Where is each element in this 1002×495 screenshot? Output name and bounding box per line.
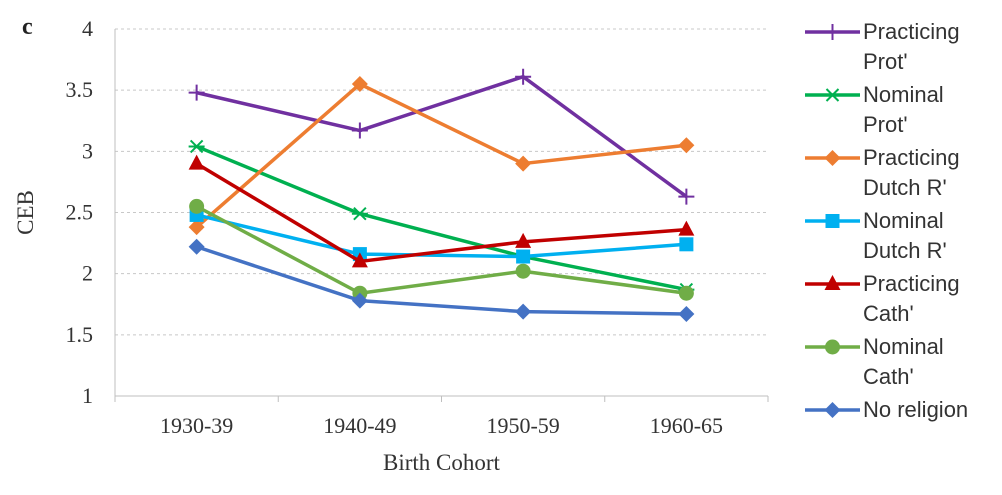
y-tick-label: 1 xyxy=(82,383,93,408)
data-point-nominal-cath xyxy=(678,285,694,301)
data-point-no-religion xyxy=(351,292,368,309)
legend-marker-practicing-cath xyxy=(824,275,841,290)
legend-label: Dutch R' xyxy=(863,238,947,263)
data-point-nominal-prot xyxy=(351,207,368,221)
legend-marker-nominal-cath xyxy=(825,339,840,355)
y-tick-label: 3 xyxy=(82,138,93,163)
series-line-no-religion xyxy=(196,245,687,316)
data-point-practicing-dutch-r xyxy=(188,219,205,236)
series-line-nominal-dutch-r xyxy=(196,213,687,259)
data-point-practicing-prot xyxy=(188,84,205,101)
legend-label: Cath' xyxy=(863,364,914,389)
data-point-no-religion xyxy=(515,303,532,320)
data-point-no-religion xyxy=(678,306,695,323)
y-tick-label: 2 xyxy=(82,261,93,286)
y-tick-label: 1.5 xyxy=(66,322,94,347)
legend-marker-practicing-dutch-r xyxy=(824,150,841,166)
x-tick-label: 1950-59 xyxy=(486,413,559,438)
panel-label: c xyxy=(22,14,33,40)
series-line-nominal-cath xyxy=(195,204,687,295)
legend-label: Prot' xyxy=(863,112,908,137)
data-point-practicing-prot xyxy=(351,122,368,139)
y-axis-title: CEB xyxy=(13,190,38,235)
data-point-no-religion xyxy=(188,238,205,255)
legend-label: Nominal xyxy=(863,334,944,359)
data-point-practicing-cath xyxy=(188,154,205,170)
x-tick-label: 1960-65 xyxy=(650,413,723,438)
y-tick-label: 4 xyxy=(82,16,93,41)
legend-label: Prot' xyxy=(863,49,908,74)
data-point-practicing-dutch-r xyxy=(515,155,532,172)
legend-marker-practicing-prot xyxy=(824,24,841,40)
x-tick-label: 1940-49 xyxy=(323,413,396,438)
legend-label: Practicing xyxy=(863,145,960,170)
y-tick-label: 2.5 xyxy=(66,200,94,225)
legend-marker-no-religion xyxy=(824,402,841,418)
data-point-practicing-cath xyxy=(678,220,695,236)
data-point-practicing-prot xyxy=(678,188,695,205)
data-point-practicing-cath xyxy=(515,232,532,248)
legend-label: Nominal xyxy=(863,208,944,233)
data-point-practicing-cath xyxy=(351,252,368,268)
legend-marker-nominal-prot xyxy=(824,88,841,102)
legend-label: Cath' xyxy=(863,301,914,326)
data-point-nominal-prot xyxy=(188,139,205,154)
legend-label: Practicing xyxy=(863,271,960,296)
data-point-nominal-dutch-r xyxy=(516,249,531,264)
data-point-practicing-dutch-r xyxy=(351,76,368,93)
data-point-nominal-cath xyxy=(515,263,531,279)
legend-label: Dutch R' xyxy=(863,175,947,200)
legend-marker-nominal-dutch-r xyxy=(825,214,840,228)
legend-label: Nominal xyxy=(863,82,944,107)
series-line-practicing-dutch-r xyxy=(195,82,687,229)
series-line-practicing-prot xyxy=(196,74,688,199)
data-point-practicing-dutch-r xyxy=(678,137,695,154)
data-point-practicing-prot xyxy=(515,68,532,85)
y-tick-label: 3.5 xyxy=(66,77,94,102)
legend-label: Practicing xyxy=(863,19,960,44)
series-line-nominal-prot xyxy=(195,144,687,292)
series-line-practicing-cath xyxy=(195,162,687,264)
legend-label: No religion xyxy=(863,397,968,422)
x-axis-title: Birth Cohort xyxy=(383,450,501,475)
x-tick-label: 1930-39 xyxy=(160,413,233,438)
data-point-nominal-dutch-r xyxy=(679,237,694,252)
data-point-nominal-cath xyxy=(189,198,205,214)
